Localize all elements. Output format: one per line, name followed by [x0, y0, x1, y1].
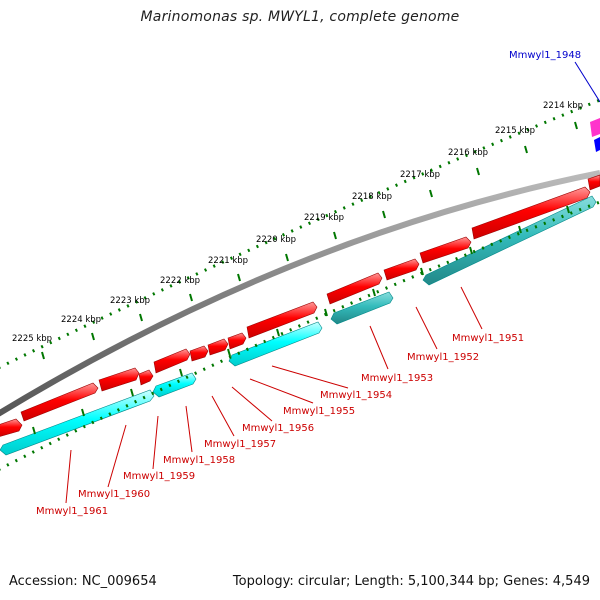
leader-line [211, 395, 235, 437]
inner-tick-mark [276, 328, 280, 337]
gene-arrow-1954 [227, 332, 247, 350]
leader-line [231, 386, 273, 422]
inner-tick-mark [372, 288, 376, 297]
gene-arrow-1956 [189, 345, 209, 362]
leader-line [415, 306, 438, 350]
gene-arrow-1959 [98, 367, 140, 392]
gene-arrow-1949 [587, 174, 600, 191]
scale-tick-label: 2224 kbp [61, 315, 101, 325]
inner-tick-mark [227, 348, 231, 357]
tick-dots-ring [0, 98, 600, 369]
gene-blue-1947 [594, 137, 600, 152]
inner-tick-mark [469, 246, 473, 255]
major-tick-mark [524, 145, 528, 154]
gene-arrow-1957 [153, 348, 191, 374]
gene-label: Mmwyl1_1957 [204, 439, 276, 450]
gene-labels: Mmwyl1_1948 Mmwyl1_1951 Mmwyl1_1952 Mmwyl1_… [36, 50, 581, 517]
inner-tick-mark [518, 225, 522, 234]
scale-tick-label: 2215 kbp [495, 126, 535, 136]
major-tick-mark [476, 167, 480, 176]
major-tick-mark [574, 121, 578, 130]
gene-rev-1953 [330, 291, 394, 325]
gene-rev-1961 [0, 389, 155, 456]
gene-arrow-1952 [383, 258, 420, 281]
backbone-ring [0, 170, 600, 417]
leader-line [107, 424, 127, 488]
leader-line [574, 61, 600, 103]
gene-rev-1951 [422, 195, 597, 286]
major-tick-mark [41, 351, 45, 360]
major-tick-mark [333, 231, 337, 240]
major-tick-mark [382, 210, 386, 219]
scale-tick-label: 2222 kbp [160, 276, 200, 286]
gene-label: Mmwyl1_1956 [242, 423, 314, 434]
scale-tick-label: 2219 kbp [304, 213, 344, 223]
leader-line [369, 325, 389, 370]
gene-arrow-1950 [471, 186, 591, 240]
scale-tick-label: 2221 kbp [208, 256, 248, 266]
scale-tick-label: 2225 kbp [12, 334, 52, 344]
gene-label: Mmwyl1_1958 [163, 455, 235, 466]
major-tick-mark [237, 273, 241, 282]
major-tick-mark [189, 293, 193, 302]
inner-tick-mark [324, 308, 328, 317]
gene-arrow-1953a [246, 301, 318, 339]
gene-label: Mmwyl1_1954 [320, 390, 392, 401]
reverse-strand-genes [0, 195, 597, 456]
leader-line [65, 449, 72, 504]
gene-arrow-1955 [207, 338, 229, 356]
label-leader-lines [65, 61, 600, 504]
gene-label: Mmwyl1_1951 [452, 333, 524, 344]
leader-line [152, 415, 159, 470]
major-tick-mark [285, 253, 289, 262]
inner-major-ticks [32, 205, 570, 435]
major-tick-mark [429, 189, 433, 198]
major-ticks [41, 121, 578, 360]
inner-tick-mark [179, 368, 183, 377]
gene-label: Mmwyl1_1960 [78, 489, 150, 500]
topology-text: Topology: circular; Length: 5,100,344 bp… [232, 574, 590, 589]
scale-tick-label: 2220 kbp [256, 235, 296, 245]
inner-tick-mark [420, 267, 424, 276]
gene-label: Mmwyl1_1952 [407, 352, 479, 363]
gene-pink-1948 [590, 118, 600, 137]
gene-arrow-1958 [138, 369, 154, 386]
inner-tick-mark [130, 388, 134, 397]
gene-label: Mmwyl1_1955 [283, 406, 355, 417]
inner-tick-mark [81, 408, 85, 417]
gene-label: Mmwyl1_1948 [509, 50, 581, 61]
inner-tick-mark [32, 426, 36, 435]
accession-text: Accession: NC_009654 [9, 574, 157, 589]
gene-arrow-1951 [419, 236, 472, 264]
inner-tick-mark [566, 205, 570, 214]
major-tick-mark [139, 313, 143, 322]
gene-rev-1954 [228, 321, 323, 367]
leader-line [271, 365, 349, 389]
major-tick-mark [91, 332, 95, 341]
gene-label: Mmwyl1_1953 [361, 373, 433, 384]
gene-label: Mmwyl1_1961 [36, 506, 108, 517]
leader-line [460, 286, 483, 330]
forward-strand-genes [0, 174, 600, 437]
scale-labels: 2214 kbp 2215 kbp 2216 kbp 2217 kbp 2218 kbp… [12, 101, 583, 344]
leader-line [185, 405, 193, 453]
leader-line [249, 378, 314, 404]
scale-tick-label: 2217 kbp [400, 170, 440, 180]
scale-tick-label: 2216 kbp [448, 148, 488, 158]
gene-arrow-1953b [326, 272, 383, 305]
scale-tick-label: 2223 kbp [110, 296, 150, 306]
scale-tick-label: 2218 kbp [352, 192, 392, 202]
map-title: Marinomonas sp. MWYL1, complete genome [140, 9, 460, 25]
gene-label: Mmwyl1_1959 [123, 471, 195, 482]
gene-arrow-1961 [0, 418, 23, 437]
gene-arrow-1960 [20, 382, 99, 422]
scale-tick-label: 2214 kbp [543, 101, 583, 111]
gene-rev-1959 [152, 372, 197, 398]
